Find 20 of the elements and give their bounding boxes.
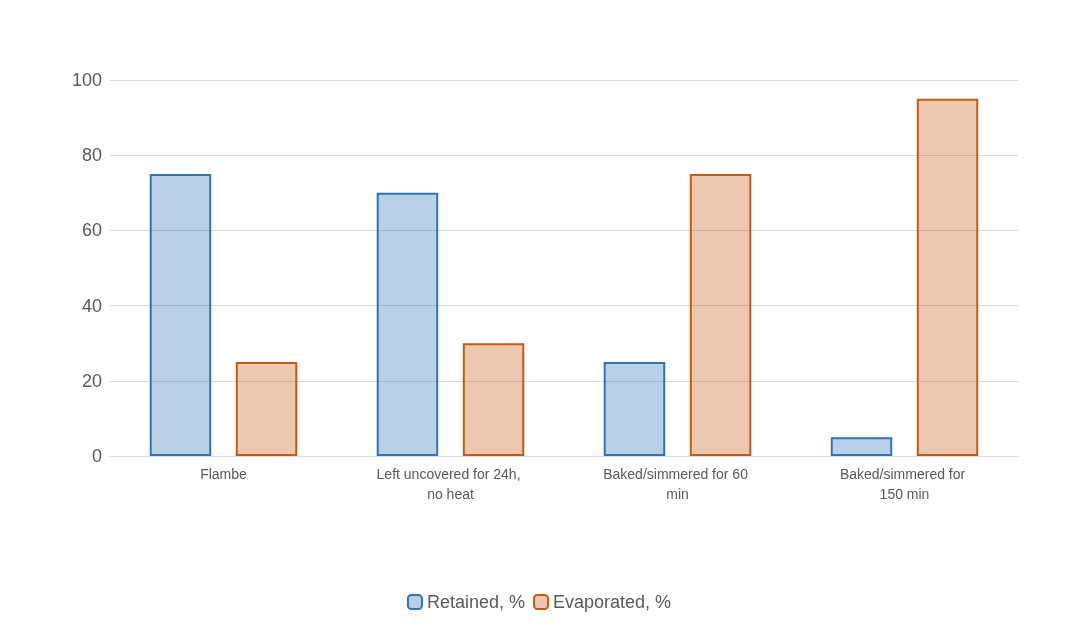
y-tick-label: 20: [81, 370, 102, 391]
bar: [149, 174, 212, 456]
bar: [689, 174, 752, 456]
bar: [603, 362, 666, 456]
x-tick-label: Flambe: [200, 466, 248, 482]
legend-label: Evaporated, %: [552, 592, 672, 612]
x-tick-label: Baked/simmered for 60 min: [603, 466, 752, 502]
y-tick-label: 0: [91, 446, 102, 466]
y-tick-label: 80: [81, 145, 102, 166]
bar: [235, 362, 298, 456]
y-tick-label: 60: [81, 220, 102, 241]
bar: [462, 343, 525, 456]
y-tick-label: 40: [81, 295, 102, 316]
y-tick-label: 100: [71, 70, 102, 90]
bar: [916, 98, 979, 456]
bar: [830, 437, 893, 456]
x-tick-label: Baked/simmered for 150 min: [839, 466, 970, 502]
bar: [376, 192, 439, 456]
legend-label: Retained, %: [426, 592, 525, 612]
x-tick-label: Left uncovered for 24h, no heat: [376, 466, 525, 502]
